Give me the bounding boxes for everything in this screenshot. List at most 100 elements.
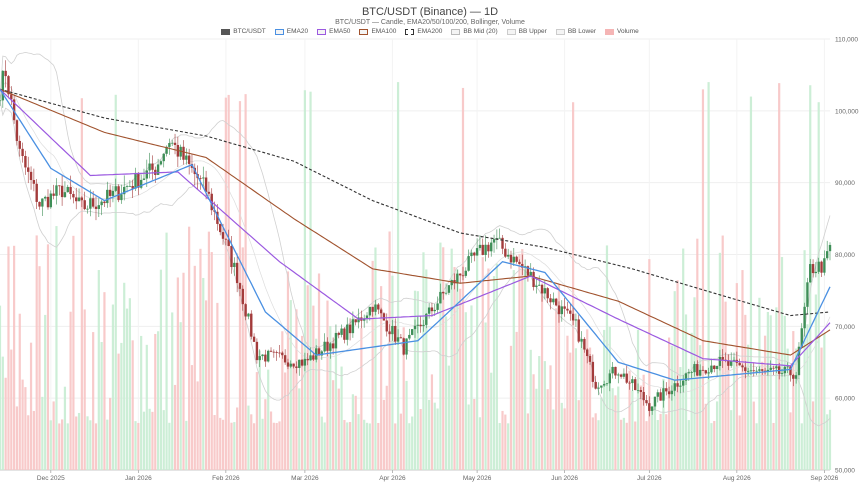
candle-body [394, 325, 397, 342]
candle-body [337, 332, 340, 335]
legend-item[interactable]: EMA200 [405, 28, 442, 35]
volume-bar [761, 361, 764, 470]
volume-bar [783, 315, 786, 470]
legend-item[interactable]: BTC/USDT [221, 28, 266, 35]
candle-body [292, 363, 295, 367]
candle-body [684, 373, 688, 381]
legend-item[interactable]: Volume [605, 28, 639, 35]
candle-body [475, 248, 479, 256]
volume-bar [699, 345, 702, 470]
candle-body [458, 273, 462, 276]
volume-bar [134, 421, 137, 470]
volume-bar [142, 411, 146, 470]
candle-body [396, 337, 400, 342]
candle-body [286, 362, 290, 367]
volume-bar [264, 399, 267, 470]
legend-swatch [605, 28, 615, 35]
volume-bar [571, 102, 575, 471]
candle-body [52, 193, 55, 196]
volume-bar [86, 416, 89, 470]
legend-item[interactable]: BB Upper [506, 28, 547, 35]
volume-bar [574, 348, 578, 470]
candle-body [408, 334, 411, 339]
candle-body [761, 369, 764, 371]
volume-bar [413, 290, 417, 470]
candle-body [24, 156, 27, 168]
volume-bar [535, 388, 538, 470]
candle-body [707, 372, 710, 374]
candle-body [89, 198, 92, 209]
volume-bar [690, 332, 693, 470]
volume-bar [769, 315, 772, 470]
volume-bar [281, 331, 284, 470]
candle-body [289, 363, 292, 367]
volume-bar [679, 367, 682, 470]
candle-body [639, 390, 643, 392]
candle-body [786, 366, 789, 368]
candle-body [233, 262, 236, 268]
volume-bar [298, 388, 301, 470]
x-tick-label: May 2026 [463, 475, 492, 482]
volume-bar [792, 331, 795, 470]
candle-body [554, 298, 558, 306]
candle-body [162, 153, 165, 162]
volume-bar [399, 413, 402, 470]
volume-bar [456, 269, 459, 470]
legend-item[interactable]: EMA50 [317, 28, 350, 35]
candle-body [235, 262, 239, 284]
candle-body [588, 356, 592, 362]
volume-bar [727, 353, 730, 470]
volume-bar [272, 422, 275, 470]
volume-bar [131, 340, 134, 470]
volume-bar [504, 414, 507, 470]
volume-bar [411, 416, 414, 470]
candle-body [241, 288, 244, 305]
candle-body [165, 146, 168, 154]
volume-bar [786, 348, 789, 470]
volume-bar [476, 249, 479, 470]
volume-bar [713, 420, 716, 470]
volume-bar [628, 370, 631, 470]
volume-bar [583, 346, 586, 470]
volume-bar [337, 388, 340, 470]
volume-bar [343, 419, 346, 470]
candle-body [4, 70, 7, 77]
candle-body [571, 313, 575, 321]
legend-item[interactable]: EMA100 [359, 28, 396, 35]
candle-body [442, 291, 445, 294]
volume-bar [594, 413, 597, 470]
volume-bar [738, 415, 741, 470]
candle-body [552, 298, 555, 303]
candle-body [419, 324, 422, 327]
candle-body [679, 385, 682, 387]
candle-body [309, 355, 312, 361]
legend-label: BB Lower [567, 28, 597, 35]
legend-item[interactable]: BB Mid (20) [451, 28, 498, 35]
candle-body [10, 94, 13, 100]
volume-bar [340, 366, 343, 470]
candle-body [820, 261, 823, 273]
candle-body [413, 325, 417, 330]
legend-item[interactable]: BB Lower [555, 28, 597, 35]
candle-body [546, 288, 549, 299]
volume-bar [795, 348, 798, 470]
legend-item[interactable]: EMA20 [274, 28, 308, 35]
volume-bar [35, 235, 38, 470]
candle-body [156, 164, 160, 175]
volume-bar [444, 316, 448, 470]
volume-bar [763, 335, 767, 470]
volume-bar [92, 332, 95, 470]
candle-body [653, 396, 657, 407]
candle-body [481, 244, 484, 255]
volume-bar [332, 380, 335, 470]
volume-bar [735, 283, 738, 470]
volume-bar [484, 322, 487, 470]
chart-title: BTC/USDT (Binance) — 1D [361, 6, 499, 18]
volume-bar [662, 378, 665, 470]
volume-bar [89, 420, 92, 470]
volume-bar [109, 397, 112, 470]
volume-bar [625, 422, 628, 470]
volume-bar [334, 354, 338, 470]
candle-body [382, 313, 386, 321]
volume-bar [326, 300, 329, 470]
